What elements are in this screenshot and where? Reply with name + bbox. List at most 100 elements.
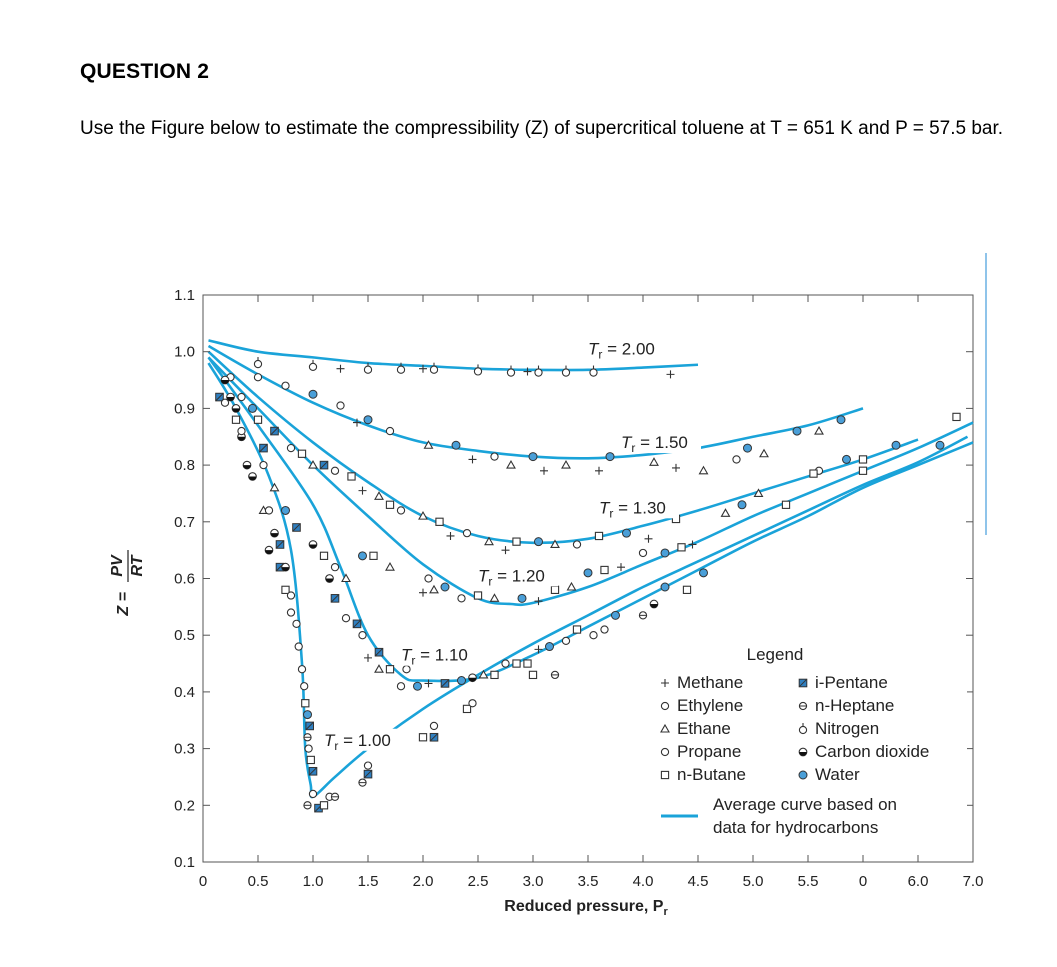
square-slash — [305, 721, 314, 731]
question-text: Use the Figure below to estimate the com… — [80, 118, 1004, 139]
data-point-butane — [369, 551, 378, 560]
data-point-propane — [336, 401, 345, 410]
data-point-water — [248, 403, 257, 413]
x-tick-label: 4.5 — [688, 873, 709, 890]
data-points — [215, 357, 961, 813]
data-point-butane — [594, 531, 604, 541]
data-point-co2 — [220, 375, 230, 385]
legend-curve-label-line1: Average curve based on — [713, 795, 897, 814]
circle-mark — [253, 373, 263, 382]
circle-mark — [589, 631, 598, 640]
data-point-water — [660, 548, 670, 558]
circle-filled-mark — [303, 710, 312, 720]
legend-marker-propane — [660, 747, 670, 757]
data-point-butane — [385, 665, 395, 674]
data-point-co2 — [242, 460, 252, 470]
data-point-co2 — [270, 528, 279, 538]
data-point-butane — [512, 537, 521, 546]
y-axis-title-z: Z = — [115, 592, 132, 617]
tr-value: = 1.50 — [635, 433, 687, 452]
circle-mark — [330, 563, 340, 572]
square-mark — [682, 585, 692, 594]
data-point-butane — [600, 565, 609, 575]
data-point-ethane — [753, 488, 764, 498]
y-tick-label: 0.4 — [174, 684, 195, 701]
data-point-propane — [237, 392, 246, 402]
square-mark — [418, 733, 428, 742]
question-title: QUESTION 2 — [80, 60, 210, 83]
triangle-mark — [489, 593, 500, 602]
data-point-ethane — [478, 669, 489, 679]
circle-mark — [462, 528, 472, 538]
triangle-mark — [753, 488, 764, 498]
data-point-ethane — [649, 457, 659, 466]
circle-mark — [385, 426, 395, 436]
circle-mark — [396, 506, 406, 515]
circle-filled-mark — [457, 676, 466, 686]
y-axis-title-denominator: RT — [129, 554, 146, 576]
data-point-water — [842, 454, 851, 464]
legend-label-col2-2: Nitrogen — [815, 719, 879, 738]
curve-label-bg — [595, 496, 679, 519]
data-point-ethane — [566, 581, 577, 591]
half-fill — [799, 752, 807, 756]
square-mark — [319, 551, 329, 560]
data-point-propane — [330, 466, 340, 475]
circle-mark — [220, 398, 230, 407]
data-point-propane — [600, 625, 609, 634]
triangle-mark — [649, 457, 659, 466]
half-fill — [650, 604, 658, 608]
plus-mark — [468, 455, 477, 464]
legend-marker-butane — [660, 770, 670, 780]
circle-filled-mark — [440, 582, 450, 592]
plus-mark — [358, 486, 367, 495]
tr-value: = 1.00 — [338, 731, 390, 750]
plus-mark — [353, 418, 361, 427]
plus-mark — [666, 370, 675, 379]
half-fill — [237, 436, 246, 441]
data-point-butane — [385, 500, 395, 509]
circle-filled-mark — [451, 440, 461, 450]
data-point-ethane — [423, 440, 434, 449]
data-point-propane — [638, 548, 648, 558]
data-point-ipentane — [352, 619, 362, 629]
data-point-heptane — [330, 792, 340, 801]
square-slash — [275, 540, 285, 549]
plus-mark — [419, 364, 427, 373]
circle-mark — [660, 747, 670, 757]
data-point-butane — [572, 625, 582, 634]
data-point-water — [660, 582, 670, 592]
square-slash — [374, 648, 384, 657]
tr-subscript: r — [598, 348, 602, 362]
circle-filled-mark — [792, 426, 802, 436]
x-tick-label: 1.0 — [303, 873, 324, 890]
legend-title: Legend — [747, 645, 804, 664]
legend-marker-co2 — [798, 747, 808, 757]
x-axis-title-subscript: r — [663, 906, 668, 918]
tr-value: = 2.00 — [602, 340, 654, 359]
square-mark — [435, 517, 444, 526]
tr-subscript: r — [334, 739, 338, 753]
circle-mark — [660, 701, 670, 711]
circle-filled-mark — [534, 537, 543, 547]
legend-marker-heptane — [798, 701, 808, 711]
circle-mark — [396, 365, 406, 374]
half-fill — [248, 476, 257, 481]
data-point-butane — [231, 415, 241, 424]
plus-mark — [523, 367, 532, 376]
data-point-water — [303, 710, 312, 720]
x-axis-title: Reduced pressure, Pr — [504, 898, 668, 918]
square-mark — [572, 625, 582, 634]
circle-mark — [308, 362, 318, 372]
legend-marker-ethane — [660, 723, 670, 733]
circle-mark — [300, 682, 309, 691]
tr-value: = 1.20 — [492, 566, 544, 585]
circle-mark — [589, 368, 598, 377]
circle-mark — [363, 761, 373, 770]
plus-mark — [540, 466, 548, 475]
data-point-propane — [308, 789, 318, 799]
plus-mark — [364, 653, 372, 662]
circle-mark — [429, 721, 439, 731]
data-point-methane — [501, 546, 510, 555]
x-tick-label: 7.0 — [963, 873, 984, 890]
